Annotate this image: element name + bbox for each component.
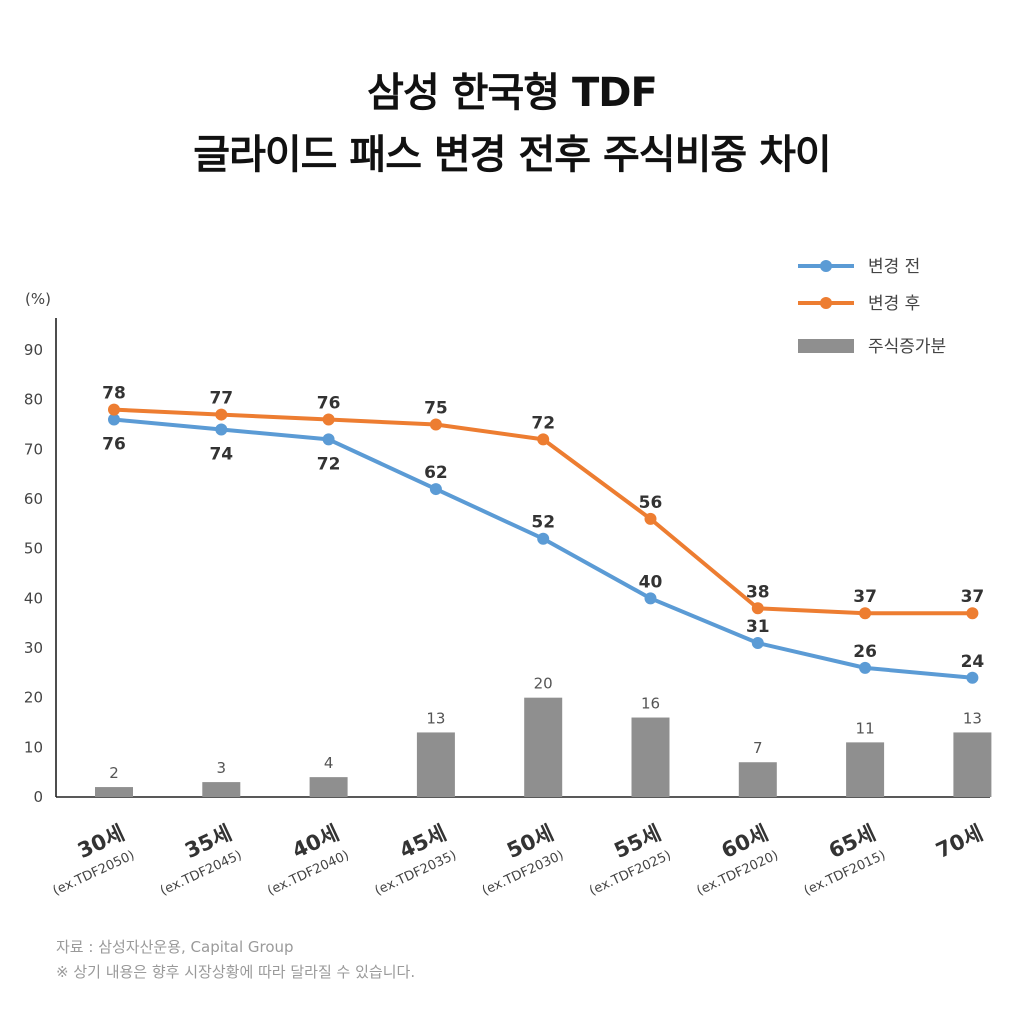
x-tick-label: 60세(ex.TDF2020) bbox=[694, 821, 780, 899]
after-change-value-label: 37 bbox=[961, 587, 985, 607]
line-series bbox=[108, 403, 979, 684]
before-change-point bbox=[215, 423, 228, 436]
x-tick-label: 50세(ex.TDF2030) bbox=[480, 821, 566, 899]
chart-title: 삼성 한국형 TDF 글라이드 패스 변경 전후 주식비중 차이 bbox=[0, 62, 1024, 186]
after-change-value-label: 72 bbox=[531, 413, 555, 433]
bar bbox=[416, 732, 455, 797]
after-change-point bbox=[429, 418, 442, 431]
after-change-point bbox=[644, 512, 657, 525]
before-change-value-label: 76 bbox=[102, 435, 126, 455]
after-change-value-label: 56 bbox=[639, 493, 663, 513]
y-tick-label: 30 bbox=[24, 639, 43, 657]
y-tick-label: 90 bbox=[24, 341, 43, 359]
source-note: 자료 : 삼성자산운용, Capital Group bbox=[56, 938, 294, 956]
after-change-point bbox=[537, 433, 550, 446]
before-change-value-label: 26 bbox=[853, 642, 877, 662]
bar bbox=[953, 732, 992, 797]
x-tick-label: 35세(ex.TDF2045) bbox=[158, 821, 244, 899]
bar-value-label: 20 bbox=[534, 675, 553, 693]
bar-value-label: 7 bbox=[753, 739, 763, 757]
bar-value-label: 3 bbox=[217, 759, 227, 777]
before-change-point bbox=[751, 637, 764, 650]
before-change-point bbox=[322, 433, 335, 446]
before-change-point bbox=[644, 592, 657, 605]
data-labels: 2 3 4 13 20 16 7 11 13 78 77 76 75 72 56 38 37 37 76 74 72 62… bbox=[102, 384, 984, 782]
before-change-point bbox=[966, 671, 979, 684]
bar-value-label: 16 bbox=[641, 695, 660, 713]
bar bbox=[846, 742, 885, 797]
bar bbox=[631, 717, 670, 797]
bar-value-label: 13 bbox=[426, 709, 445, 727]
after-change-point bbox=[322, 413, 335, 426]
y-tick-label: 20 bbox=[24, 689, 43, 707]
x-tick-label: 40세(ex.TDF2040) bbox=[265, 821, 351, 899]
x-tick-label: 65세(ex.TDF2015) bbox=[802, 821, 888, 899]
after-change-value-label: 38 bbox=[746, 582, 770, 602]
title-line-2: 글라이드 패스 변경 전후 주식비중 차이 bbox=[193, 132, 831, 178]
legend-before-marker bbox=[820, 260, 832, 272]
legend-after-marker bbox=[820, 297, 832, 309]
bar bbox=[309, 777, 348, 797]
x-tick-labels: 30세(ex.TDF2050) 35세(ex.TDF2045) 40세(ex.TDF… bbox=[51, 821, 987, 899]
disclaimer-note: ※ 상기 내용은 향후 시장상황에 따라 달라질 수 있습니다. bbox=[56, 963, 416, 981]
y-tick-label: 60 bbox=[24, 490, 43, 508]
after-change-value-label: 76 bbox=[317, 394, 341, 414]
x-tick-label: 30세(ex.TDF2050) bbox=[51, 821, 137, 899]
after-change-value-label: 78 bbox=[102, 384, 126, 404]
title-line-1: 삼성 한국형 TDF bbox=[367, 70, 658, 116]
after-change-point bbox=[966, 607, 979, 620]
before-change-line bbox=[113, 417, 973, 680]
bar-value-label: 4 bbox=[324, 754, 334, 772]
x-tick-label: 55세(ex.TDF2025) bbox=[587, 821, 673, 899]
legend-bar-label: 주식증가분 bbox=[868, 337, 946, 357]
before-change-value-label: 40 bbox=[639, 572, 663, 592]
before-change-value-label: 52 bbox=[531, 513, 555, 533]
y-tick-label: 40 bbox=[24, 589, 43, 607]
y-tick-label: 10 bbox=[24, 738, 43, 756]
before-change-value-label: 62 bbox=[424, 463, 448, 483]
bar-value-label: 2 bbox=[109, 764, 119, 782]
legend-after-label: 변경 후 bbox=[868, 294, 920, 314]
bar-value-label: 13 bbox=[963, 709, 982, 727]
y-tick-label: 0 bbox=[33, 788, 43, 806]
before-change-point bbox=[429, 483, 442, 496]
legend-before-label: 변경 전 bbox=[868, 257, 920, 277]
before-change-value-label: 24 bbox=[961, 652, 985, 672]
y-tick-label: 50 bbox=[24, 540, 43, 558]
after-change-value-label: 75 bbox=[424, 399, 448, 419]
before-change-point bbox=[108, 413, 120, 426]
before-change-value-label: 31 bbox=[746, 617, 770, 637]
before-change-point bbox=[537, 532, 550, 545]
after-change-value-label: 37 bbox=[853, 587, 877, 607]
x-tick-label: 45세(ex.TDF2035) bbox=[373, 821, 459, 899]
bar bbox=[738, 762, 777, 797]
after-change-value-label: 77 bbox=[209, 389, 233, 409]
before-change-value-label: 74 bbox=[209, 444, 233, 464]
after-change-point bbox=[751, 602, 764, 615]
y-tick-label: 80 bbox=[24, 391, 43, 409]
x-tick-label: 70세 bbox=[932, 821, 986, 863]
bar-series bbox=[95, 697, 992, 797]
legend-bar-swatch bbox=[798, 339, 854, 353]
after-change-point bbox=[215, 408, 228, 421]
axes: (%) 0 10 20 30 40 50 60 70 80 90 bbox=[24, 290, 990, 806]
bar bbox=[524, 697, 563, 797]
after-change-point bbox=[859, 607, 872, 620]
bar-value-label: 11 bbox=[856, 719, 875, 737]
footnotes: 자료 : 삼성자산운용, Capital Group ※ 상기 내용은 향후 시… bbox=[56, 935, 415, 985]
x-tick-age: 70세 bbox=[932, 821, 986, 863]
before-change-point bbox=[859, 661, 872, 674]
after-change-point bbox=[108, 403, 120, 416]
bar bbox=[202, 782, 241, 797]
y-tick-label: 70 bbox=[24, 440, 43, 458]
before-change-value-label: 72 bbox=[317, 454, 341, 474]
y-axis-unit-label: (%) bbox=[25, 290, 51, 308]
bar bbox=[95, 787, 133, 797]
